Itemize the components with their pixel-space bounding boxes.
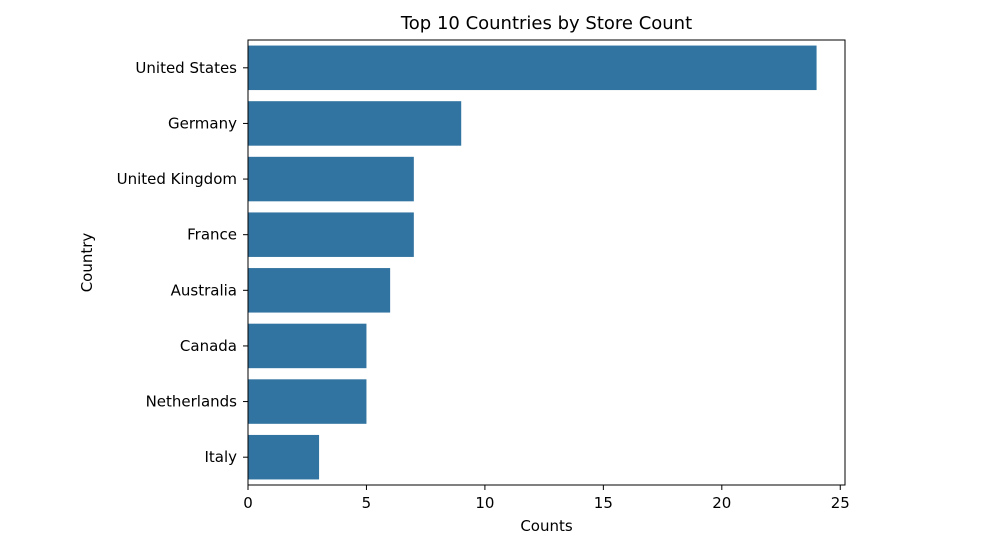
y-tick-label: France <box>187 226 237 244</box>
y-tick-label: Australia <box>171 281 237 299</box>
y-axis-ticks: United States Germany United Kingdom France… <box>117 59 248 466</box>
y-tick-label: Canada <box>180 337 237 355</box>
x-tick-label: 25 <box>831 494 850 512</box>
y-tick-label: United Kingdom <box>117 170 237 188</box>
x-axis-label: Counts <box>520 517 573 535</box>
x-tick-label: 20 <box>712 494 731 512</box>
bar <box>248 101 462 146</box>
x-tick-label: 5 <box>362 494 372 512</box>
x-axis-ticks: 0 5 10 15 20 25 <box>243 485 850 512</box>
y-axis-label: Country <box>78 233 96 293</box>
y-tick-label: Germany <box>168 114 237 132</box>
y-tick-label: Italy <box>204 448 237 466</box>
plot-frame <box>247 39 846 486</box>
bar <box>248 212 414 257</box>
x-tick-label: 0 <box>243 494 253 512</box>
bar <box>248 45 817 91</box>
y-tick-label: Netherlands <box>146 393 238 411</box>
bar <box>248 156 414 202</box>
chart-title: Top 10 Countries by Store Count <box>400 13 692 34</box>
y-tick-label: United States <box>135 59 237 77</box>
bar <box>248 379 367 424</box>
x-tick-label: 15 <box>594 494 613 512</box>
bar <box>248 268 391 313</box>
bar <box>248 434 320 480</box>
x-tick-label: 10 <box>475 494 494 512</box>
bar <box>248 323 367 369</box>
bars-group <box>248 45 817 480</box>
